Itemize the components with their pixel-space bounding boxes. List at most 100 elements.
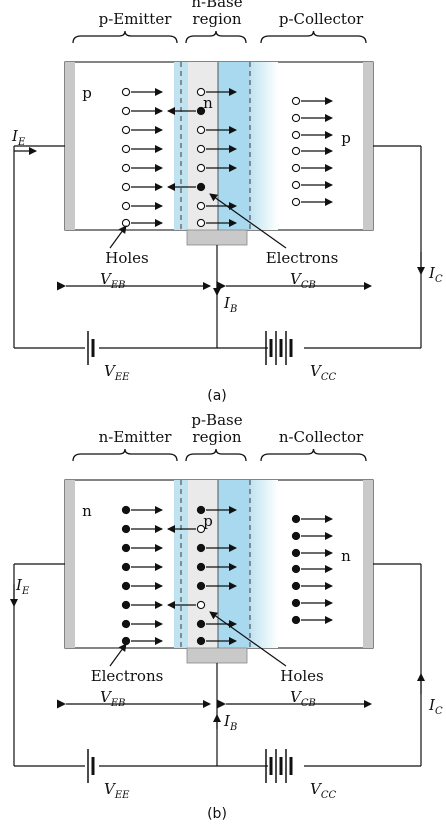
- emitter-contact: [65, 480, 75, 648]
- ie-label-sub: E: [21, 586, 30, 597]
- left-layer-letter: p: [82, 84, 92, 102]
- vcb-label: VCB: [290, 688, 316, 709]
- emitter-carrier: [121, 218, 131, 228]
- ib-label: IB: [223, 294, 237, 315]
- base-brace: [185, 448, 247, 462]
- veb-label: VEB: [100, 270, 126, 291]
- emitter-carrier: [121, 144, 131, 154]
- base-contact: [186, 647, 248, 664]
- emitter-carrier: [121, 87, 131, 97]
- collector-edge: [250, 62, 278, 230]
- ie-label: IE: [11, 127, 26, 148]
- collector-carrier: [291, 163, 301, 173]
- ic-label-sub: C: [435, 706, 443, 717]
- emitter-carrier: [121, 182, 131, 192]
- vee-label: VEE: [104, 780, 130, 801]
- base-carrier: [196, 87, 206, 97]
- ib-label-main: I: [223, 294, 231, 312]
- left-layer-letter: n: [82, 502, 92, 520]
- base-carrier: [196, 182, 206, 192]
- vee-label-main: V: [104, 362, 117, 380]
- vcc-label-main: V: [310, 362, 323, 380]
- emitter-carrier: [121, 524, 131, 534]
- vcc-label-main: V: [310, 780, 323, 798]
- emitter-region-label: p-Emitter: [99, 10, 173, 28]
- emitter-carrier: [121, 581, 131, 591]
- collector-carrier: [291, 180, 301, 190]
- emitter-carrier: [121, 106, 131, 116]
- ie-label-main: I: [11, 127, 19, 145]
- veb-label: VEB: [100, 688, 126, 709]
- emitter-brace: [72, 448, 178, 462]
- veb-label-main: V: [100, 270, 113, 288]
- collector-carrier: [291, 531, 301, 541]
- diagram-caption: (b): [207, 806, 227, 822]
- middle-layer-letter: p: [203, 512, 213, 530]
- vee-label-sub: EE: [114, 372, 130, 383]
- base-carrier: [196, 144, 206, 154]
- right-carrier-label: Electrons: [266, 249, 339, 267]
- emitter-carrier: [121, 600, 131, 610]
- base-region-label-1: p-Base: [191, 411, 242, 429]
- right-layer-letter: p: [341, 129, 351, 147]
- vee-battery-icon: [87, 331, 95, 365]
- base-collector-depletion: [218, 62, 250, 230]
- collector-carrier: [291, 197, 301, 207]
- base-carrier: [196, 636, 206, 646]
- collector-brace: [260, 448, 367, 462]
- collector-carrier: [291, 146, 301, 156]
- vcc-battery-icon: [265, 749, 293, 783]
- base-brace: [185, 30, 247, 44]
- base-carrier: [196, 218, 206, 228]
- base-carrier: [196, 505, 206, 515]
- vcc-label-sub: CC: [321, 372, 337, 383]
- base-collector-depletion: [218, 480, 250, 648]
- base-carrier: [196, 543, 206, 553]
- vcb-label: VCB: [290, 270, 316, 291]
- emitter-carrier: [121, 543, 131, 553]
- left-carrier-label: Holes: [105, 249, 148, 267]
- emitter-brace: [72, 30, 178, 44]
- ib-label-sub: B: [229, 304, 237, 315]
- base-carrier: [196, 562, 206, 572]
- base-region-label-1: n-Base: [191, 0, 242, 11]
- ie-label-main: I: [15, 576, 23, 594]
- emitter-carrier: [121, 163, 131, 173]
- collector-region-label: p-Collector: [279, 10, 364, 28]
- emitter-carrier: [121, 636, 131, 646]
- veb-label-sub: EB: [110, 698, 126, 709]
- left-carrier-pointer: [109, 225, 127, 249]
- ie-label: IE: [15, 576, 30, 597]
- emitter-carrier: [121, 201, 131, 211]
- collector-carrier: [291, 615, 301, 625]
- collector-carrier: [291, 514, 301, 524]
- right-carrier-label: Holes: [280, 667, 323, 685]
- vee-label-sub: EE: [114, 790, 130, 801]
- collector-carrier: [291, 113, 301, 123]
- base-carrier: [196, 163, 206, 173]
- emitter-carrier: [121, 505, 131, 515]
- vcb-label-main: V: [290, 270, 303, 288]
- ic-label: IC: [428, 264, 443, 285]
- vee-label: VEE: [104, 362, 130, 383]
- ie-label-sub: E: [17, 137, 26, 148]
- veb-label-main: V: [100, 688, 113, 706]
- vcb-label-main: V: [290, 688, 303, 706]
- ib-label-sub: B: [229, 722, 237, 733]
- vcb-label-sub: CB: [301, 280, 316, 291]
- ib-label-main: I: [223, 712, 231, 730]
- emitter-carrier: [121, 125, 131, 135]
- base-carrier: [196, 619, 206, 629]
- vcb-label-sub: CB: [301, 698, 316, 709]
- middle-layer-letter: n: [203, 94, 213, 112]
- base-carrier: [196, 581, 206, 591]
- base-carrier: [196, 125, 206, 135]
- emitter-contact: [65, 62, 75, 230]
- veb-label-sub: EB: [110, 280, 126, 291]
- vee-battery-icon: [87, 749, 95, 783]
- emitter-carrier: [121, 619, 131, 629]
- left-carrier-label: Electrons: [91, 667, 164, 685]
- collector-contact: [363, 62, 373, 230]
